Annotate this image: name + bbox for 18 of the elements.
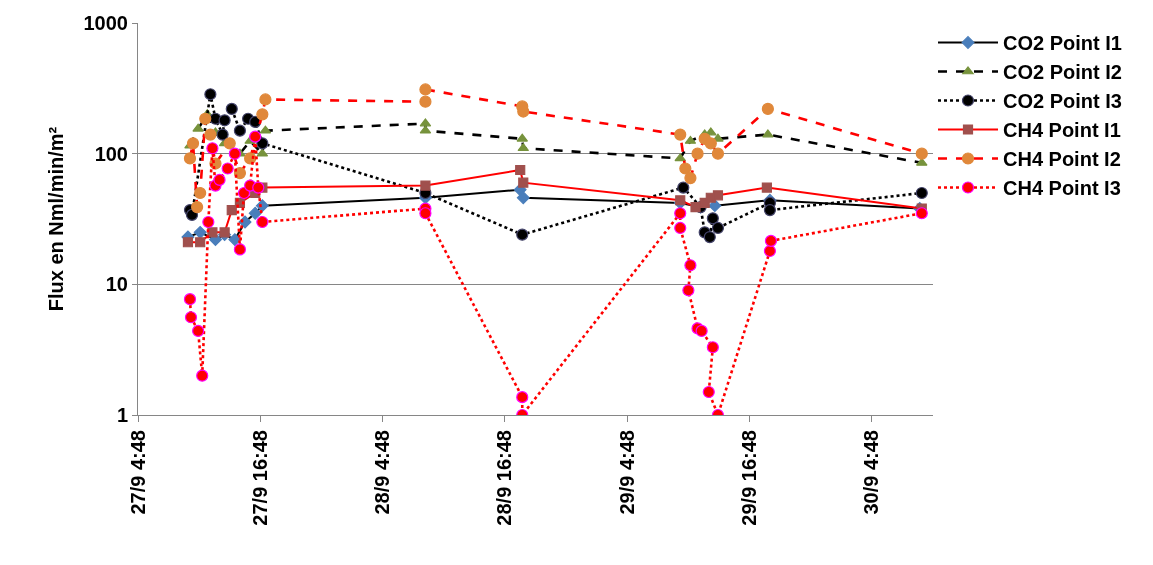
y-tick-label: 10 [105,273,128,296]
x-tick-label: 29/9 16:48 [738,430,761,526]
legend-label: CO2 Point I2 [1003,61,1122,84]
legend-label: CH4 Point I2 [1003,148,1121,171]
y-tick-label: 1 [116,404,128,426]
legend-label: CH4 Point I1 [1003,119,1121,142]
x-tick-label: 27/9 4:48 [126,430,149,515]
y-tick-label: 100 [94,142,128,165]
x-tick-label: 27/9 16:48 [248,430,271,526]
x-tick-label: 28/9 16:48 [493,430,516,526]
legend-label: CO2 Point I3 [1003,90,1122,113]
x-tick-label: 29/9 4:48 [615,430,638,515]
y-tick-label: 1000 [83,12,128,34]
legend-label: CH4 Point I3 [1003,177,1121,200]
y-axis-title: Flux en Nml/min/m² [45,126,67,312]
x-tick-label: 30/9 4:48 [860,430,883,515]
legend-label: CO2 Point I1 [1003,32,1122,55]
x-tick-label: 28/9 4:48 [371,430,394,515]
